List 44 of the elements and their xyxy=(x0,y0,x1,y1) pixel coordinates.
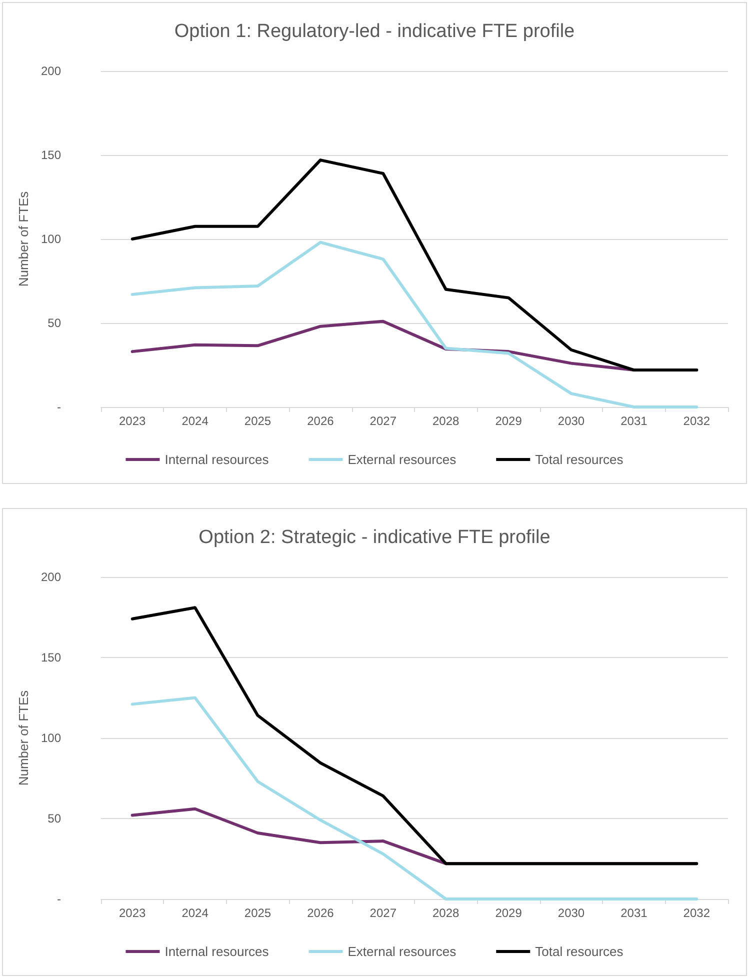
y-tick-label: 200 xyxy=(40,570,62,584)
y-tick-label: - xyxy=(57,892,61,906)
line-series xyxy=(130,606,698,866)
x-tick-label: 2023 xyxy=(119,414,146,428)
x-tick-label: 2030 xyxy=(558,906,585,920)
x-tick-label: 2031 xyxy=(620,414,648,428)
x-tick-label: 2023 xyxy=(119,906,146,920)
y-tick-label: 50 xyxy=(48,316,62,330)
line-series xyxy=(130,240,698,408)
x-tick-label: 2032 xyxy=(683,414,710,428)
x-tick-label: 2027 xyxy=(370,414,397,428)
legend-label: External resources xyxy=(348,452,457,467)
x-tick-label: 2028 xyxy=(432,906,460,920)
y-tick-label: 150 xyxy=(40,148,62,162)
x-tick-label: 2029 xyxy=(495,414,522,428)
line-series xyxy=(130,696,698,900)
x-tick-label: 2032 xyxy=(683,906,710,920)
x-tick-label: 2030 xyxy=(558,414,585,428)
x-tick-label: 2025 xyxy=(244,414,272,428)
x-tick-label: 2028 xyxy=(432,414,460,428)
legend-label: Internal resources xyxy=(164,452,270,467)
legend-label: Internal resources xyxy=(164,944,270,959)
legend-label: Total resources xyxy=(535,452,624,467)
x-tick-label: 2025 xyxy=(244,906,272,920)
legend-label: Total resources xyxy=(535,944,624,959)
line-series xyxy=(130,158,698,372)
x-tick-label: 2024 xyxy=(182,414,209,428)
y-tick-label: 50 xyxy=(48,812,62,826)
chart-title: Option 2: Strategic - indicative FTE profile xyxy=(198,527,550,548)
x-tick-label: 2027 xyxy=(370,906,397,920)
y-axis-title: Number of FTEs xyxy=(16,190,32,287)
chart-title: Option 1: Regulatory-led - indicative FTE profile xyxy=(174,21,575,42)
x-tick-label: 2029 xyxy=(495,906,522,920)
y-axis-title: Number of FTEs xyxy=(16,690,32,786)
y-tick-label: - xyxy=(57,400,61,414)
y-tick-label: 100 xyxy=(40,232,62,246)
x-tick-label: 2031 xyxy=(620,906,648,920)
y-tick-label: 100 xyxy=(40,731,62,745)
x-tick-label: 2024 xyxy=(182,906,209,920)
y-tick-label: 200 xyxy=(40,64,62,78)
y-tick-label: 150 xyxy=(40,650,62,664)
legend-label: External resources xyxy=(348,944,457,959)
x-tick-label: 2026 xyxy=(307,906,334,920)
x-tick-label: 2026 xyxy=(307,414,334,428)
